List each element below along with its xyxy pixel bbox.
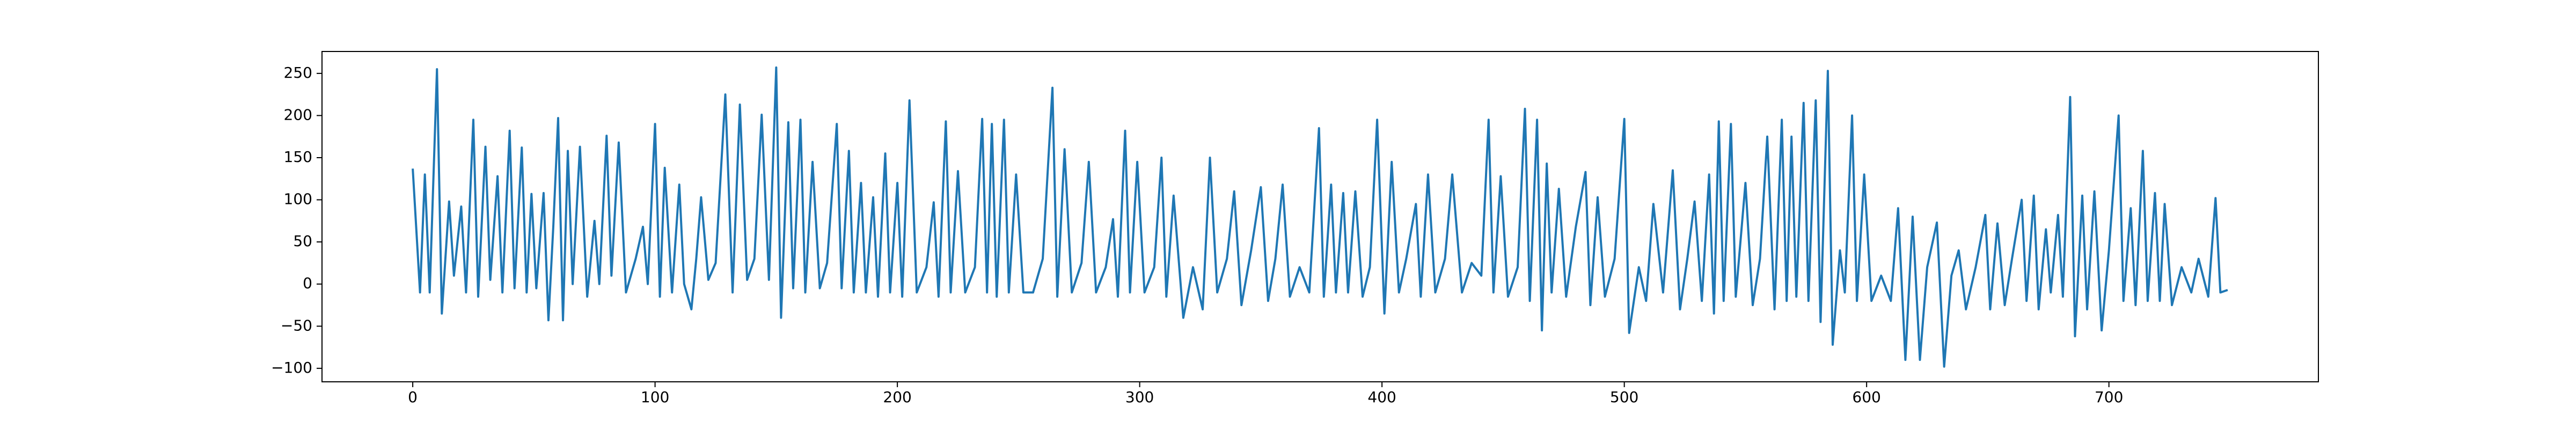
x-tick-label: 500 [1610, 388, 1638, 406]
y-tick-label: −100 [271, 359, 312, 376]
y-tick-label: 100 [284, 190, 312, 208]
x-tick-label: 700 [2095, 388, 2123, 406]
x-tick-label: 200 [883, 388, 911, 406]
series-line [412, 66, 2228, 368]
x-tick-label: 600 [1852, 388, 1880, 406]
y-tick-label: 0 [303, 275, 312, 292]
x-tick-label: 400 [1367, 388, 1396, 406]
x-tick-label: 300 [1125, 388, 1154, 406]
x-tick-label: 0 [408, 388, 418, 406]
y-tick-label: 250 [284, 64, 312, 82]
y-tick-label: 50 [293, 232, 312, 250]
plot-frame [321, 51, 2319, 382]
y-tick-label: −50 [281, 316, 312, 334]
y-tick-label: 150 [284, 148, 312, 166]
x-tick-label: 100 [641, 388, 669, 406]
y-tick-label: 200 [284, 106, 312, 123]
